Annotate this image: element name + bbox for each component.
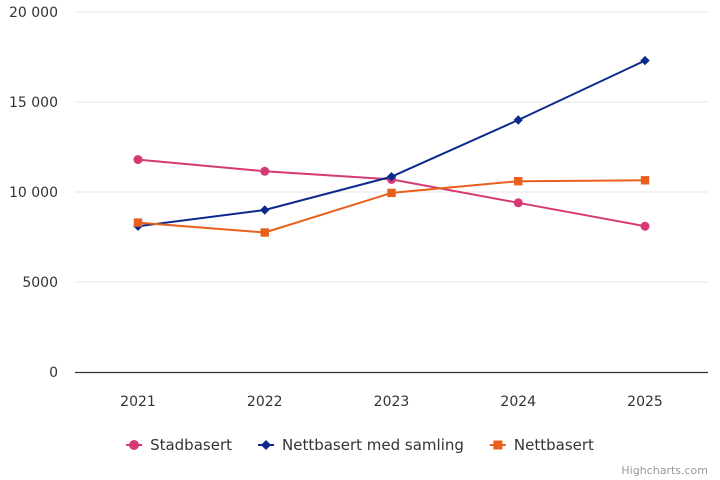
legend-symbol-marker xyxy=(260,440,271,450)
legend-label: Nettbasert med samling xyxy=(282,436,464,454)
data-point[interactable] xyxy=(387,188,396,198)
x-tick-label: 2022 xyxy=(247,394,283,410)
series-nettbasert xyxy=(133,176,650,237)
series-line[interactable] xyxy=(137,179,646,234)
data-point[interactable] xyxy=(640,176,650,185)
legend-item-nettbasert[interactable]: Nettbasert xyxy=(489,436,594,454)
data-point[interactable] xyxy=(260,228,269,237)
data-point[interactable] xyxy=(133,218,143,227)
data-point[interactable] xyxy=(514,177,523,186)
legend-item-nettbasert-med-samling[interactable]: Nettbasert med samling xyxy=(257,436,464,454)
data-point[interactable] xyxy=(260,205,270,215)
x-tick-label: 2023 xyxy=(374,394,410,410)
data-point[interactable] xyxy=(640,221,650,231)
data-point[interactable] xyxy=(640,55,650,66)
x-tick-label: 2025 xyxy=(627,394,663,410)
x-tick-label: 2024 xyxy=(500,394,536,410)
data-point[interactable] xyxy=(133,155,143,165)
credits-label[interactable]: Highcharts.com xyxy=(621,464,708,477)
legend-label: Stadbasert xyxy=(150,436,232,454)
data-point[interactable] xyxy=(386,172,397,182)
legend-symbol-marker xyxy=(129,440,140,450)
x-tick-label: 2021 xyxy=(120,394,156,410)
y-tick-label: 10 000 xyxy=(9,185,58,201)
y-tick-label: 5000 xyxy=(22,275,58,291)
legend-symbol-marker xyxy=(493,440,503,450)
legend-item-stadbasert[interactable]: Stadbasert xyxy=(126,436,232,454)
y-axis-tick-labels: 0 5000 10 000 15 000 20 000 xyxy=(9,5,58,381)
series-line[interactable] xyxy=(137,59,646,228)
y-tick-label: 20 000 xyxy=(9,5,58,21)
grid-lines xyxy=(75,11,708,283)
y-tick-label: 0 xyxy=(49,365,58,381)
data-point[interactable] xyxy=(513,115,523,125)
legend-label: Nettbasert xyxy=(514,436,594,454)
data-point[interactable] xyxy=(513,198,523,208)
series-nettbasert-med-samling xyxy=(133,55,650,231)
y-tick-label: 15 000 xyxy=(9,95,58,111)
legend: Stadbasert Nettbasert med samling Nettbase… xyxy=(126,436,594,454)
data-point[interactable] xyxy=(260,166,270,176)
x-axis-tick-labels: 2021 2022 2023 2024 2025 xyxy=(120,394,663,410)
series-layer xyxy=(133,55,650,237)
